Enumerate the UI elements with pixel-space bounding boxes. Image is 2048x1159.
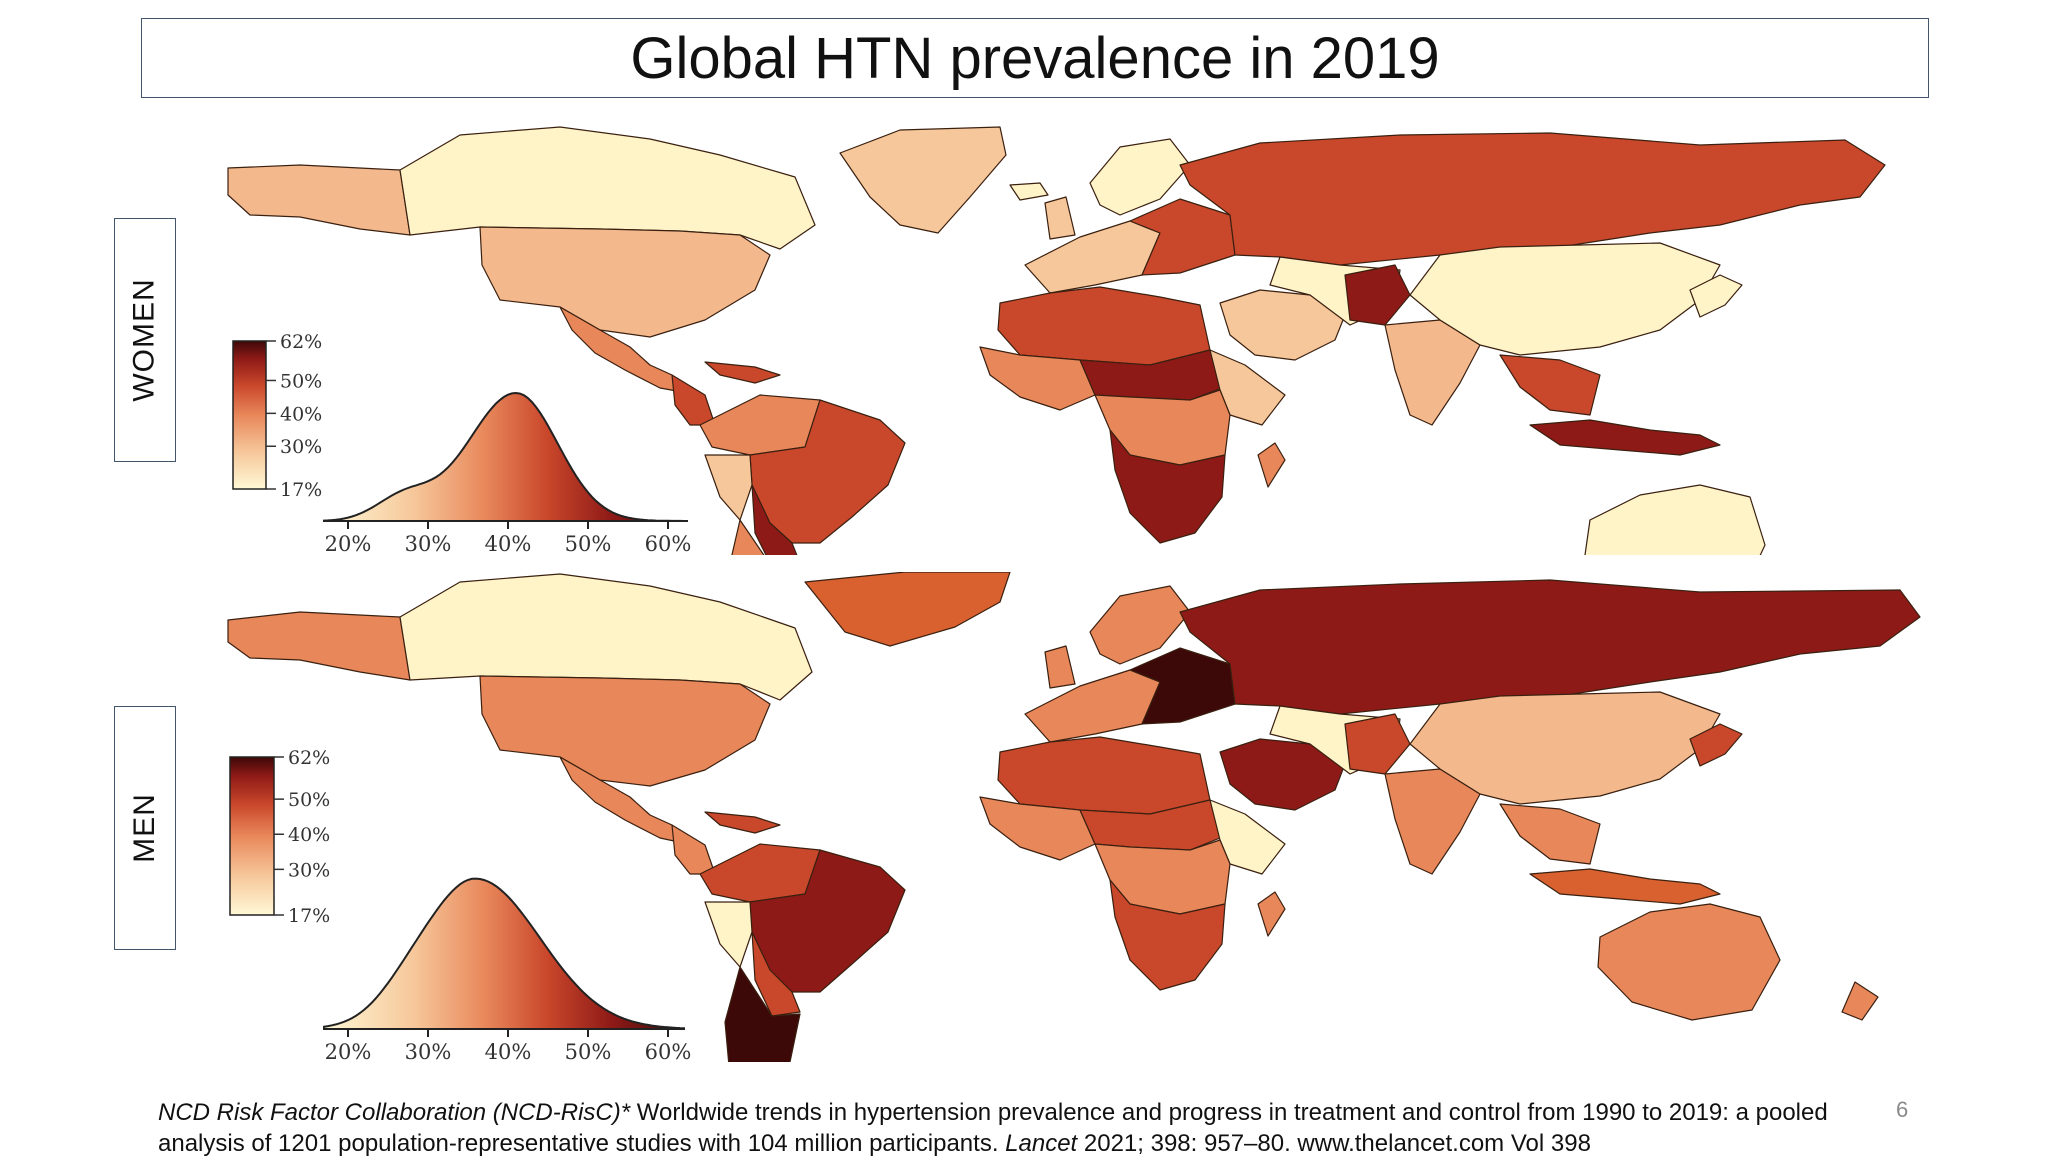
women-axis-tick-label: 60% (645, 532, 692, 555)
men-axis-tick-label: 20% (325, 1040, 372, 1062)
southern-africa-region (1109, 429, 1226, 544)
west-africa-region (979, 796, 1096, 861)
uk-region (1044, 196, 1076, 240)
women-axis-tick-label: 30% (405, 532, 452, 555)
men-density-plot: 20% 30% 40% 50% 60% (323, 877, 692, 1062)
colombia-venezuela-region (699, 843, 821, 903)
indonesia-region (1529, 868, 1721, 905)
southern-africa-region (1109, 879, 1226, 991)
southern-cone-region (724, 966, 801, 1062)
colombia-venezuela-region (699, 394, 821, 456)
middle-east-region (1219, 738, 1346, 811)
men-legend-tick-label: 40% (288, 824, 330, 846)
north-africa-region (997, 736, 1211, 815)
southeast-asia-region (1499, 354, 1601, 416)
peru-region (704, 901, 753, 968)
women-density-plot: 20% 30% 40% 50% 60% (323, 391, 692, 555)
madagascar-region (1257, 891, 1286, 937)
men-legend-bar (229, 756, 275, 916)
bolivia-paraguay-region (751, 484, 798, 555)
men-legend-tick-label: 62% (288, 747, 330, 769)
madagascar-region (1257, 442, 1286, 488)
alaska-region (227, 164, 411, 236)
men-axis-tick-label: 30% (405, 1040, 452, 1062)
citation: NCD Risk Factor Collaboration (NCD-RisC)… (158, 1097, 1878, 1159)
central-america-region (671, 824, 716, 875)
citation-authors: NCD Risk Factor Collaboration (NCD-RisC)… (158, 1099, 631, 1126)
korea-japan-region (1689, 723, 1743, 767)
women-panel-label: WOMEN (114, 218, 176, 462)
indonesia-region (1529, 419, 1721, 456)
russia-region (1179, 579, 1921, 715)
slide-title: Global HTN prevalence in 2019 (141, 18, 1929, 98)
women-axis-tick-label: 50% (565, 532, 612, 555)
men-axis-tick-label: 50% (565, 1040, 612, 1062)
page-number: 6 (1896, 1097, 1909, 1122)
scandinavia-region (1089, 585, 1191, 665)
women-axis-tick-label: 40% (485, 532, 532, 555)
middle-east-region (1219, 289, 1346, 361)
women-legend-tick-label: 40% (280, 403, 322, 425)
alaska-region (227, 611, 411, 681)
southern-cone-region (731, 519, 765, 555)
australia-region (1584, 484, 1766, 555)
central-america-region (671, 374, 716, 426)
women-color-legend: 62% 50% 40% 30% 17% (232, 331, 322, 501)
usa-region (479, 675, 771, 787)
eastern-europe-region (1129, 198, 1236, 276)
women-legend-tick-label: 50% (280, 370, 322, 392)
north-africa-region (997, 286, 1211, 366)
citation-journal: Lancet (1005, 1130, 1078, 1157)
uk-region (1044, 645, 1076, 689)
bolivia-paraguay-region (751, 931, 801, 1017)
title-text: Global HTN prevalence in 2019 (630, 25, 1440, 91)
australia-region (1597, 903, 1781, 1021)
women-legend-tick-label: 17% (280, 479, 322, 501)
new-zealand-region (1841, 981, 1879, 1021)
men-legend-tick-label: 17% (288, 905, 330, 927)
women-prevalence-map: 62% 50% 40% 30% 17% 20% 30% 40% 50% 60% (227, 126, 1886, 555)
caribbean-region (704, 361, 781, 384)
usa-region (479, 226, 771, 338)
greenland-region (839, 126, 1007, 234)
iceland-region (1009, 182, 1049, 201)
western-europe-region (1024, 220, 1161, 294)
men-axis-tick-label: 40% (485, 1040, 532, 1062)
women-density-curve (323, 391, 685, 522)
caribbean-region (704, 811, 781, 834)
men-color-legend: 62% 50% 40% 30% 17% (229, 747, 330, 927)
women-legend-bar (232, 340, 267, 490)
women-legend-tick-label: 62% (280, 331, 322, 353)
women-axis-tick-label: 20% (325, 532, 372, 555)
afghanistan-pakistan-region (1344, 713, 1411, 775)
women-legend-tick-label: 30% (280, 436, 322, 458)
men-panel-label: MEN (114, 706, 176, 950)
citation-rest: 2021; 398: 957–80. www.thelancet.com Vol… (1077, 1130, 1591, 1157)
southeast-asia-region (1499, 803, 1601, 865)
greenland-region (804, 572, 1011, 647)
afghanistan-pakistan-region (1344, 264, 1411, 326)
korea-japan-region (1689, 274, 1743, 318)
western-europe-region (1024, 669, 1161, 743)
men-prevalence-map: 62% 50% 40% 30% 17% 20% 30% 40% 50% 60% (227, 572, 1921, 1062)
men-axis-tick-label: 60% (645, 1040, 692, 1062)
peru-region (704, 454, 753, 521)
eastern-europe-region (1129, 647, 1236, 725)
west-africa-region (979, 346, 1096, 411)
russia-region (1179, 132, 1886, 266)
men-density-curve (323, 877, 685, 1030)
men-legend-tick-label: 30% (288, 859, 330, 881)
men-legend-tick-label: 50% (288, 789, 330, 811)
scandinavia-region (1089, 138, 1191, 216)
